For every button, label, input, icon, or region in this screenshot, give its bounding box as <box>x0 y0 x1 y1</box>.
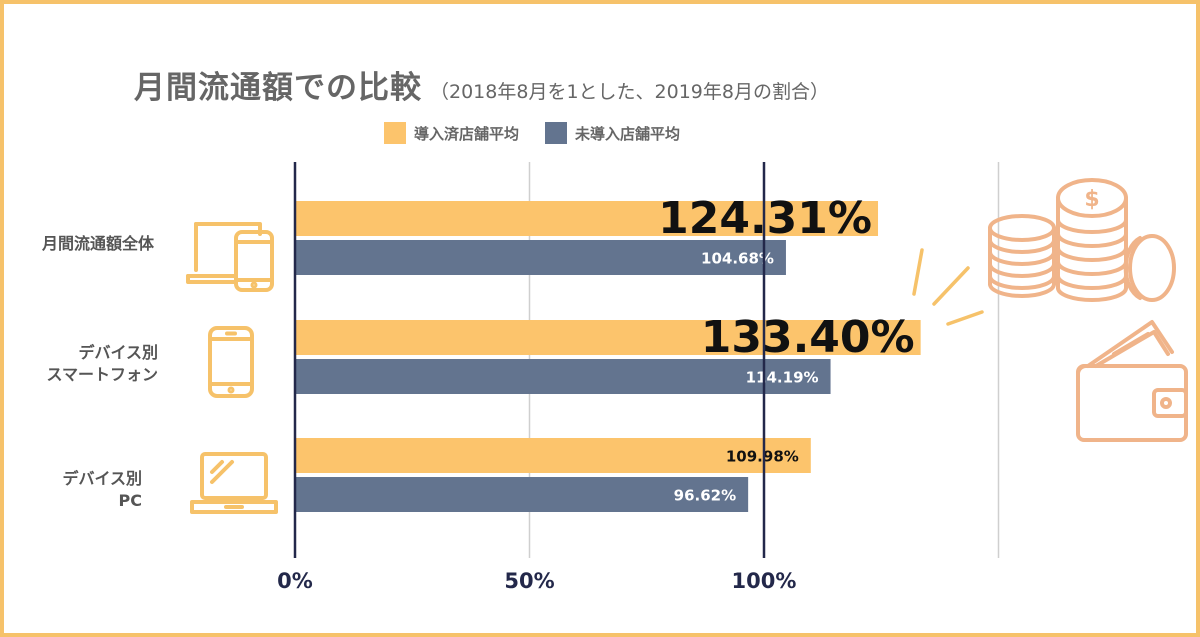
title-row: 月間流通額での比較 （2018年8月を1とした、2019年8月の割合） <box>134 62 829 107</box>
legend-swatch-orange <box>384 122 406 144</box>
x-tick-label-50: 50% <box>504 569 554 593</box>
legend-item-introduced: 導入済店舗平均 <box>384 122 519 144</box>
bar-introduced-2 <box>295 438 811 473</box>
legend-label-not-introduced: 未導入店舗平均 <box>575 124 681 143</box>
x-tick-label-100: 100% <box>732 569 797 593</box>
category-label-total-line1: 月間流通額全体 <box>41 234 154 253</box>
category-label-smartphone-line1: デバイス別 <box>78 343 158 362</box>
laptop-icon <box>188 450 280 522</box>
svg-text:$: $ <box>1084 187 1099 212</box>
category-label-smartphone: デバイス別 スマートフォン <box>14 342 158 386</box>
coins-icon: $ <box>980 176 1180 320</box>
legend-item-not-introduced: 未導入店舗平均 <box>545 122 680 144</box>
wallet-icon <box>1074 314 1190 450</box>
bar-introduced-0 <box>295 201 879 236</box>
laptop-and-phone-icon <box>184 216 280 300</box>
bar-introduced-1 <box>295 320 921 355</box>
chart-subtitle: （2018年8月を1とした、2019年8月の割合） <box>430 81 829 103</box>
bar-not-introduced-2 <box>295 477 749 512</box>
category-label-pc-line1: デバイス別 <box>62 469 142 488</box>
x-tick-label-0: 0% <box>277 569 313 593</box>
legend: 導入済店舗平均 未導入店舗平均 <box>384 122 680 144</box>
bar-not-introduced-1 <box>295 359 831 394</box>
legend-label-introduced: 導入済店舗平均 <box>414 124 520 143</box>
category-label-total: 月間流通額全体 <box>14 233 154 255</box>
data-label-not-introduced-1: 114.19% <box>746 369 819 387</box>
data-label-not-introduced-0: 104.68% <box>701 250 774 268</box>
data-label-introduced-2: 109.98% <box>726 448 799 466</box>
category-label-pc-line2: PC <box>118 491 142 510</box>
chart-title: 月間流通額での比較 <box>134 70 422 106</box>
data-label-not-introduced-2: 96.62% <box>674 487 736 505</box>
data-label-introduced-1: 133.40% <box>701 312 915 363</box>
bar-not-introduced-0 <box>295 240 786 275</box>
bar-chart: 124.31%133.40%109.98%104.68%114.19%96.62… <box>277 162 1000 593</box>
category-label-smartphone-line2: スマートフォン <box>46 365 158 384</box>
category-label-pc: デバイス別 PC <box>14 468 142 512</box>
sparkle-lines-icon <box>908 240 988 334</box>
smartphone-icon <box>204 324 260 404</box>
legend-swatch-navy <box>545 122 568 144</box>
